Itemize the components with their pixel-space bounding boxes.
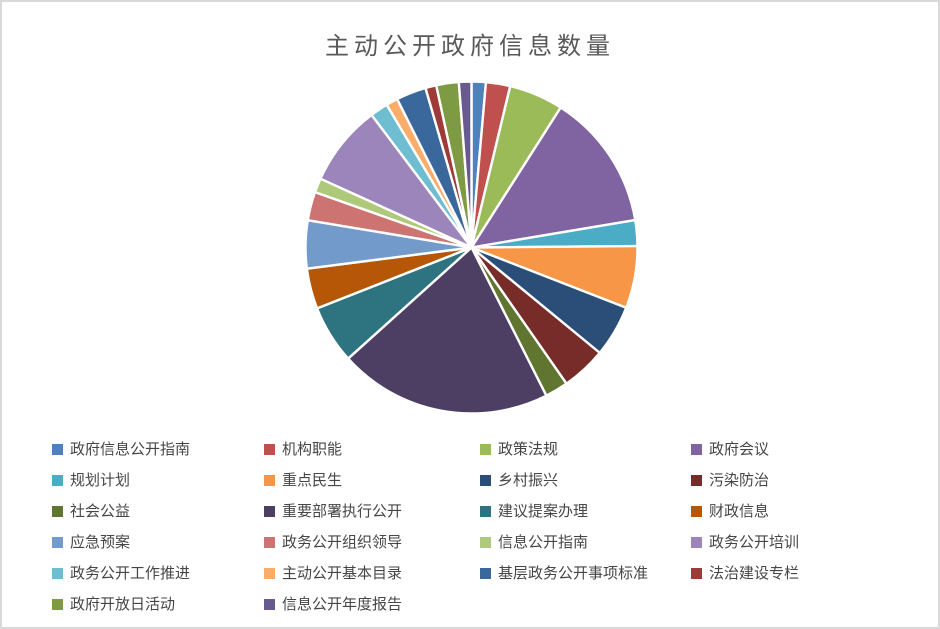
- legend-item-14[interactable]: 政务公开组织领导: [264, 527, 480, 558]
- legend-label: 政府信息公开指南: [70, 441, 191, 458]
- legend-item-4[interactable]: 政府会议: [691, 434, 922, 465]
- legend-swatch-icon: [264, 568, 275, 579]
- legend-item-22[interactable]: 信息公开年度报告: [264, 589, 480, 620]
- legend-swatch-icon: [691, 444, 702, 455]
- legend-label: 政策法规: [498, 441, 559, 458]
- legend-swatch-icon: [691, 475, 702, 486]
- legend-label: 乡村振兴: [498, 472, 559, 489]
- legend-label: 社会公益: [70, 503, 131, 520]
- legend-swatch-icon: [52, 537, 63, 548]
- legend-label: 政府开放日活动: [70, 596, 176, 613]
- legend-item-2[interactable]: 机构职能: [264, 434, 480, 465]
- legend-label: 政务公开组织领导: [282, 534, 403, 551]
- legend-item-10[interactable]: 重要部署执行公开: [264, 496, 480, 527]
- chart-legend: 政府信息公开指南 机构职能 政策法规 政府会议规划计划 重点民生 乡村振兴 污染防治社会公益…: [52, 434, 922, 620]
- legend-item-18[interactable]: 主动公开基本目录: [264, 558, 480, 589]
- legend-item-19[interactable]: 基层政务公开事项标准: [480, 558, 691, 589]
- legend-swatch-icon: [264, 444, 275, 455]
- legend-label: 法治建设专栏: [709, 565, 800, 582]
- legend-swatch-icon: [52, 444, 63, 455]
- legend-item-12[interactable]: 财政信息: [691, 496, 922, 527]
- legend-item-13[interactable]: 应急预案: [52, 527, 264, 558]
- legend-label: 财政信息: [709, 503, 770, 520]
- pie-slice-4[interactable]: [470, 106, 637, 249]
- legend-swatch-icon: [264, 599, 275, 610]
- legend-label: 规划计划: [70, 472, 131, 489]
- legend-item-17[interactable]: 政务公开工作推进: [52, 558, 264, 589]
- legend-label: 基层政务公开事项标准: [498, 565, 649, 582]
- legend-item-1[interactable]: 政府信息公开指南: [52, 434, 264, 465]
- legend-swatch-icon: [52, 506, 63, 517]
- pie-slice-10[interactable]: [346, 246, 548, 415]
- legend-label: 政务公开培训: [709, 534, 800, 551]
- legend-swatch-icon: [264, 537, 275, 548]
- legend-label: 建议提案办理: [498, 503, 589, 520]
- legend-swatch-icon: [480, 537, 491, 548]
- legend-label: 重要部署执行公开: [282, 503, 403, 520]
- legend-swatch-icon: [691, 537, 702, 548]
- legend-label: 机构职能: [282, 441, 343, 458]
- legend-item-6[interactable]: 重点民生: [264, 465, 480, 496]
- legend-swatch-icon: [52, 475, 63, 486]
- legend-swatch-icon: [52, 568, 63, 579]
- legend-item-3[interactable]: 政策法规: [480, 434, 691, 465]
- legend-item-11[interactable]: 建议提案办理: [480, 496, 691, 527]
- legend-swatch-icon: [52, 599, 63, 610]
- legend-swatch-icon: [691, 506, 702, 517]
- legend-item-7[interactable]: 乡村振兴: [480, 465, 691, 496]
- legend-item-8[interactable]: 污染防治: [691, 465, 922, 496]
- legend-item-9[interactable]: 社会公益: [52, 496, 264, 527]
- legend-swatch-icon: [480, 568, 491, 579]
- legend-item-15[interactable]: 信息公开指南: [480, 527, 691, 558]
- legend-label: 应急预案: [70, 534, 131, 551]
- legend-item-21[interactable]: 政府开放日活动: [52, 589, 264, 620]
- legend-swatch-icon: [480, 444, 491, 455]
- legend-label: 重点民生: [282, 472, 343, 489]
- legend-item-16[interactable]: 政务公开培训: [691, 527, 922, 558]
- pie-slice-22[interactable]: [457, 80, 473, 249]
- legend-item-5[interactable]: 规划计划: [52, 465, 264, 496]
- legend-label: 污染防治: [709, 472, 770, 489]
- legend-label: 信息公开年度报告: [282, 596, 403, 613]
- legend-swatch-icon: [691, 568, 702, 579]
- legend-swatch-icon: [480, 506, 491, 517]
- chart-title: 主动公开政府信息数量: [325, 33, 615, 60]
- legend-label: 信息公开指南: [498, 534, 589, 551]
- legend-swatch-icon: [264, 506, 275, 517]
- legend-swatch-icon: [264, 475, 275, 486]
- legend-label: 主动公开基本目录: [282, 565, 403, 582]
- legend-swatch-icon: [480, 475, 491, 486]
- legend-label: 政务公开工作推进: [70, 565, 191, 582]
- legend-item-20[interactable]: 法治建设专栏: [691, 558, 922, 589]
- legend-label: 政府会议: [709, 441, 770, 458]
